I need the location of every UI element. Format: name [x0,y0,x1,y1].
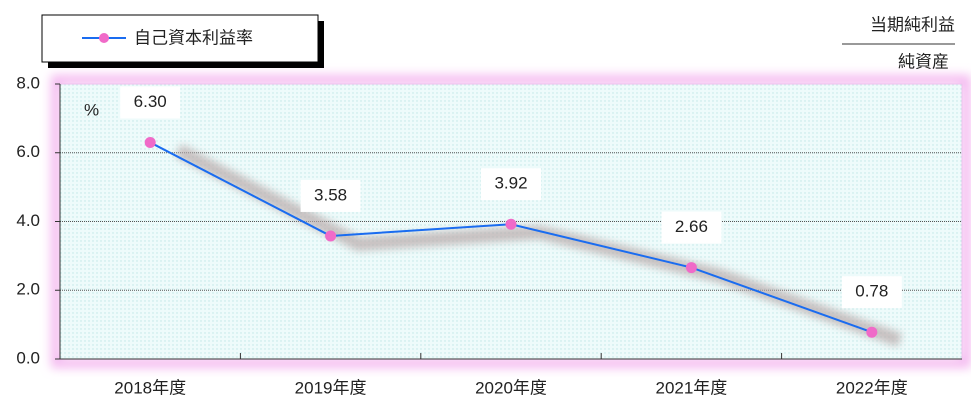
value-label: 3.58 [314,185,347,204]
marker [685,262,697,274]
label-bg [481,168,541,201]
label-bg [661,211,722,244]
formula-denominator: 純資産 [898,52,949,71]
y-tick-label: 0.0 [16,348,40,367]
y-tick-label: 8.0 [16,73,40,92]
y-tick-label: 6.0 [16,142,40,161]
value-label: 3.92 [494,174,527,193]
legend-marker [99,33,109,43]
x-tick-label: 2022年度 [836,378,908,397]
y-tick-label: 4.0 [16,211,40,230]
formula-numerator: 当期純利益 [870,15,955,34]
value-label: 0.78 [855,282,888,301]
value-label: 6.30 [134,92,167,111]
line-shadow [174,144,903,347]
unit-label: % [84,100,99,119]
label-bg [120,86,181,119]
marker [505,218,517,230]
label-bg [841,276,902,309]
value-label: 2.66 [675,217,708,236]
marker [325,230,337,242]
x-tick-label: 2020年度 [475,378,547,397]
x-tick-label: 2021年度 [655,378,727,397]
label-bg [300,179,361,212]
legend-label: 自己資本利益率 [134,28,253,47]
y-tick-label: 2.0 [16,280,40,299]
x-tick-label: 2019年度 [295,378,367,397]
marker [144,136,156,148]
x-tick-label: 2018年度 [114,378,186,397]
marker [866,326,878,338]
